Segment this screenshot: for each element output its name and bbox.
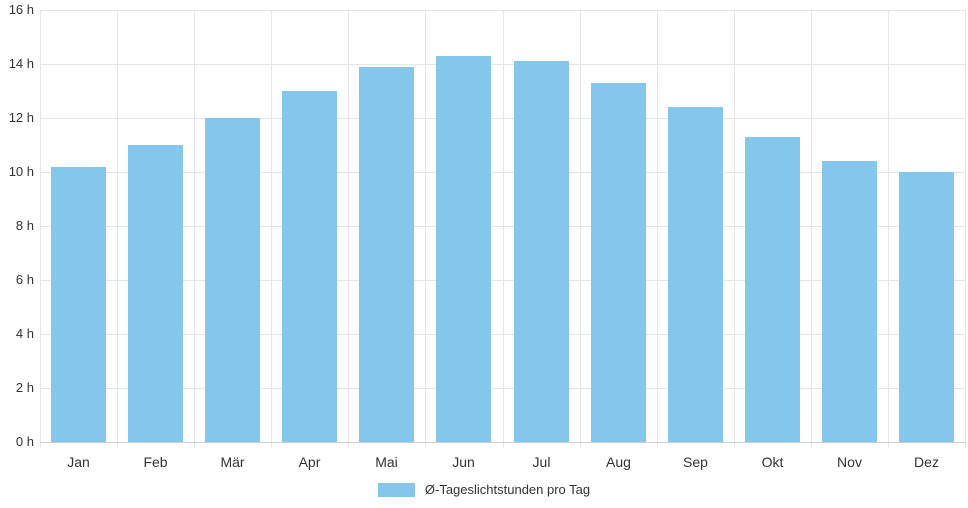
- bar-dez[interactable]: [899, 172, 954, 442]
- horizontal-gridline: [40, 64, 965, 65]
- bar-jul[interactable]: [514, 61, 569, 442]
- horizontal-gridline: [40, 172, 965, 173]
- horizontal-gridline: [40, 10, 965, 11]
- bar-jan[interactable]: [51, 167, 106, 442]
- bar-sep[interactable]: [668, 107, 723, 442]
- vertical-gridline: [40, 10, 41, 448]
- vertical-gridline: [194, 10, 195, 448]
- x-axis-label-nov: Nov: [837, 454, 862, 470]
- vertical-gridline: [117, 10, 118, 448]
- x-axis-label-aug: Aug: [606, 454, 631, 470]
- x-axis-label-jul: Jul: [532, 454, 551, 470]
- x-axis-label-sep: Sep: [683, 454, 708, 470]
- horizontal-gridline: [40, 388, 965, 389]
- x-axis-label-okt: Okt: [761, 454, 784, 470]
- bar-feb[interactable]: [128, 145, 183, 442]
- vertical-gridline: [425, 10, 426, 448]
- bar-jun[interactable]: [436, 56, 491, 442]
- bar-aug[interactable]: [591, 83, 646, 442]
- y-axis-tick-label: 8 h: [15, 218, 34, 233]
- vertical-gridline: [503, 10, 504, 448]
- x-axis-label-mär: Mär: [220, 454, 245, 470]
- x-axis-line: [40, 442, 965, 443]
- horizontal-gridline: [40, 280, 965, 281]
- y-axis-tick-label: 14 h: [8, 56, 34, 71]
- bar-apr[interactable]: [282, 91, 337, 442]
- x-axis-label-dez: Dez: [914, 454, 939, 470]
- vertical-gridline: [580, 10, 581, 448]
- vertical-gridline: [657, 10, 658, 448]
- x-axis-label-jun: Jun: [452, 454, 475, 470]
- x-axis-label-feb: Feb: [143, 454, 168, 470]
- horizontal-gridline: [40, 118, 965, 119]
- x-axis-label-mai: Mai: [375, 454, 398, 470]
- x-axis-label-apr: Apr: [298, 454, 321, 470]
- vertical-gridline: [965, 10, 966, 448]
- vertical-gridline: [348, 10, 349, 448]
- vertical-gridline: [271, 10, 272, 448]
- y-axis-tick-label: 10 h: [8, 164, 34, 179]
- y-axis-tick-label: 2 h: [15, 380, 34, 395]
- legend-label: Ø-Tageslichtstunden pro Tag: [424, 482, 591, 497]
- horizontal-gridline: [40, 334, 965, 335]
- y-axis-tick-label: 16 h: [8, 2, 34, 17]
- bar-okt[interactable]: [745, 137, 800, 442]
- vertical-gridline: [734, 10, 735, 448]
- vertical-gridline: [888, 10, 889, 448]
- horizontal-gridline: [40, 226, 965, 227]
- y-axis-tick-label: 6 h: [15, 272, 34, 287]
- bar-nov[interactable]: [822, 161, 877, 442]
- vertical-gridline: [811, 10, 812, 448]
- y-axis-tick-label: 4 h: [15, 326, 34, 341]
- bar-mär[interactable]: [205, 118, 260, 442]
- legend-item[interactable]: Ø-Tageslichtstunden pro Tag: [0, 480, 968, 500]
- legend-color-swatch: [377, 483, 415, 497]
- bar-mai[interactable]: [359, 67, 414, 442]
- y-axis-tick-label: 12 h: [8, 110, 34, 125]
- x-axis-label-jan: Jan: [67, 454, 90, 470]
- y-axis-tick-label: 0 h: [15, 434, 34, 449]
